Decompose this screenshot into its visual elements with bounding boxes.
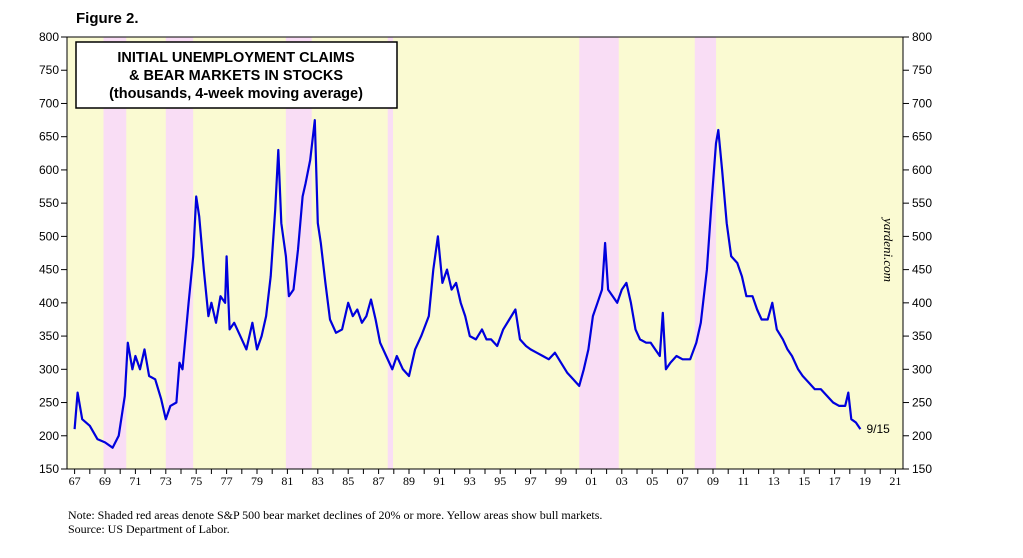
y-tick-label-right: 800 <box>912 30 932 44</box>
x-tick-label: 79 <box>251 474 263 488</box>
claims-line <box>73 118 862 449</box>
series <box>73 118 862 449</box>
x-tick-label: 93 <box>464 474 476 488</box>
chart-title-line: INITIAL UNEMPLOYMENT CLAIMS <box>117 50 355 66</box>
x-tick-label: 69 <box>99 474 111 488</box>
bear-market-band <box>579 37 619 469</box>
x-tick-label: 89 <box>403 474 415 488</box>
x-tick-label: 87 <box>373 474 385 488</box>
y-tick-label-right: 450 <box>912 263 932 277</box>
chart-title-line: & BEAR MARKETS IN STOCKS <box>129 68 343 84</box>
y-tick-label-right: 350 <box>912 329 932 343</box>
y-tick-label-left: 450 <box>39 263 59 277</box>
x-tick-label: 85 <box>342 474 354 488</box>
y-tick-label-left: 700 <box>39 96 59 110</box>
y-tick-label-left: 250 <box>39 396 59 410</box>
x-tick-label: 19 <box>859 474 871 488</box>
footer-note: Note: Shaded red areas denote S&P 500 be… <box>68 508 603 522</box>
x-tick-label: 67 <box>69 474 81 488</box>
bull-market-background <box>67 37 903 469</box>
bear-market-band <box>387 37 394 469</box>
x-tick-label: 11 <box>738 474 750 488</box>
y-tick-label-right: 700 <box>912 96 932 110</box>
x-tick-label: 15 <box>798 474 810 488</box>
x-tick-label: 17 <box>829 474 841 488</box>
y-tick-label-right: 250 <box>912 396 932 410</box>
y-tick-label-left: 600 <box>39 163 59 177</box>
figure-label: Figure 2. <box>76 10 139 27</box>
x-tick-label: 97 <box>525 474 537 488</box>
y-tick-label-left: 800 <box>39 30 59 44</box>
footer-source: Source: US Department of Labor. <box>68 522 230 536</box>
x-tick-label: 95 <box>494 474 506 488</box>
y-tick-label-left: 500 <box>39 229 59 243</box>
y-tick-label-right: 750 <box>912 63 932 77</box>
y-tick-label-right: 550 <box>912 196 932 210</box>
bear-market-band <box>103 37 127 469</box>
y-tick-label-left: 350 <box>39 329 59 343</box>
bear-market-band <box>165 37 194 469</box>
annotations: INITIAL UNEMPLOYMENT CLAIMS & BEAR MARKET… <box>75 41 896 436</box>
y-tick-label-right: 650 <box>912 130 932 144</box>
chart: 150 150 200 200 250 250 300 300 350 350 400 400 450 4… <box>39 30 932 488</box>
watermark: yardeni.com <box>881 216 896 282</box>
y-tick-label-left: 300 <box>39 362 59 376</box>
x-tick-label: 07 <box>677 474 689 488</box>
y-tick-label-left: 400 <box>39 296 59 310</box>
x-tick-label: 99 <box>555 474 567 488</box>
x-tick-label: 21 <box>889 474 901 488</box>
x-tick-label: 75 <box>190 474 202 488</box>
x-tick-label: 05 <box>646 474 658 488</box>
chart-title-line: (thousands, 4-week moving average) <box>109 86 363 102</box>
y-tick-label-right: 500 <box>912 229 932 243</box>
bear-market-band <box>285 37 312 469</box>
y-tick-label-right: 400 <box>912 296 932 310</box>
x-tick-label: 09 <box>707 474 719 488</box>
y-tick-label-right: 300 <box>912 362 932 376</box>
y-tick-label-right: 600 <box>912 163 932 177</box>
y-tick-label-left: 550 <box>39 196 59 210</box>
x-tick-label: 83 <box>312 474 324 488</box>
y-tick-label-left: 750 <box>39 63 59 77</box>
end-date-label: 9/15 <box>866 422 890 436</box>
footer: Note: Shaded red areas denote S&P 500 be… <box>68 508 602 536</box>
ticks: 150 150 200 200 250 250 300 300 350 350 400 400 450 4… <box>39 30 932 488</box>
market-bands <box>67 37 903 469</box>
x-tick-label: 73 <box>160 474 172 488</box>
y-tick-label-left: 650 <box>39 130 59 144</box>
x-tick-label: 01 <box>585 474 597 488</box>
bear-market-band <box>694 37 717 469</box>
y-tick-label-right: 150 <box>912 462 932 476</box>
x-tick-label: 81 <box>281 474 293 488</box>
x-tick-label: 03 <box>616 474 628 488</box>
y-tick-label-right: 200 <box>912 429 932 443</box>
x-tick-label: 77 <box>221 474 233 488</box>
title-box <box>75 41 398 109</box>
y-tick-label-left: 150 <box>39 462 59 476</box>
x-tick-label: 91 <box>433 474 445 488</box>
x-tick-label: 13 <box>768 474 780 488</box>
y-tick-label-left: 200 <box>39 429 59 443</box>
x-tick-label: 71 <box>129 474 141 488</box>
